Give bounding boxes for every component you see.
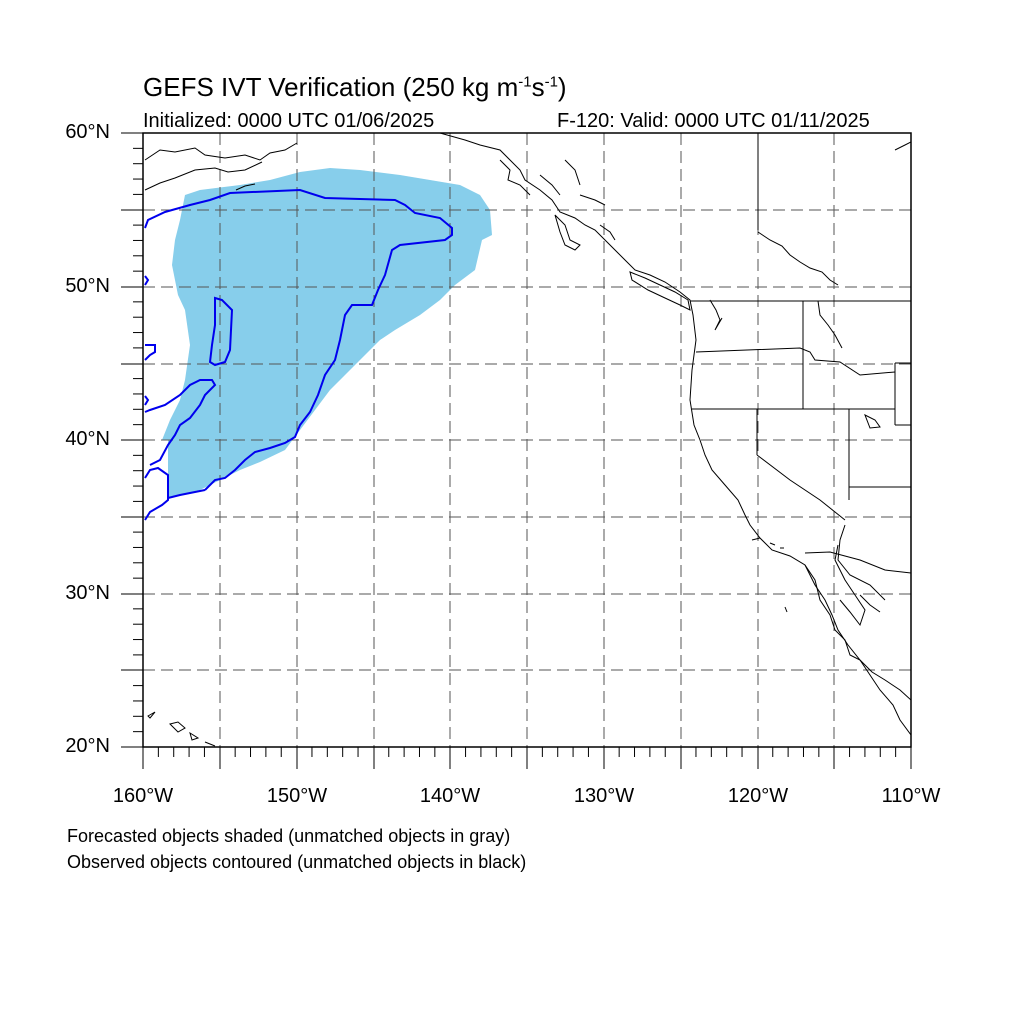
lat-label-60n: 60°N <box>65 121 110 143</box>
lat-label-20n: 20°N <box>65 735 110 757</box>
forecast-legend-note: Forecasted objects shaded (unmatched obj… <box>67 826 511 846</box>
lon-label-140w: 140°W <box>419 785 481 807</box>
forecast-object <box>162 168 492 498</box>
observed-object-west <box>144 379 217 521</box>
observed-legend-note: Observed objects contoured (unmatched ob… <box>67 852 527 872</box>
initialized-time: Initialized: 0000 UTC 01/06/2025 <box>143 110 435 132</box>
graticule <box>143 133 911 747</box>
map-title: GEFS IVT Verification (250 kg m-1s-1) <box>143 72 567 102</box>
observed-object-mid <box>208 296 234 367</box>
lat-label-40n: 40°N <box>65 428 110 450</box>
observed-object-edge <box>144 275 156 406</box>
lon-label-130w: 130°W <box>573 785 635 807</box>
minor-tick-marks <box>133 147 897 757</box>
lon-label-120w: 120°W <box>727 785 789 807</box>
tick-marks <box>121 132 912 769</box>
observed-object-main <box>144 188 453 499</box>
political-borders <box>690 133 911 601</box>
valid-time: F-120: Valid: 0000 UTC 01/11/2025 <box>557 110 870 132</box>
lat-label-50n: 50°N <box>65 275 110 297</box>
lat-label-30n: 30°N <box>65 582 110 604</box>
lon-label-150w: 150°W <box>266 785 328 807</box>
coastlines <box>144 133 911 747</box>
lon-label-110w: 110°W <box>881 785 941 807</box>
observed-contours <box>144 188 453 521</box>
lon-label-160w: 160°W <box>112 785 174 807</box>
